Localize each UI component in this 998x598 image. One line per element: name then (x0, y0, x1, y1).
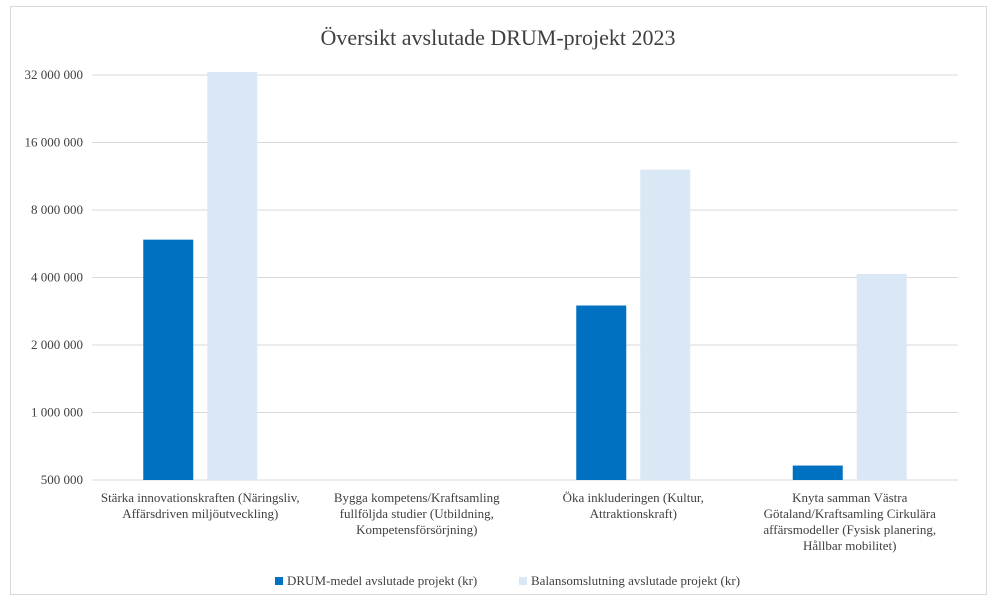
category-label: Öka inkluderingen (Kultur, (563, 490, 704, 505)
tick-layer: 500 000 1 000 000 2 000 000 4 000 000 8 000 … (25, 67, 84, 487)
category-label: affärsmodeller (Fysisk planering, (763, 522, 936, 537)
category-label: Knyta samman Västra (792, 490, 908, 505)
legend-swatch (519, 577, 527, 585)
category-label: Kompetensförsörjning) (356, 522, 477, 537)
y-tick-label: 32 000 000 (25, 67, 84, 82)
legend-swatch (275, 577, 283, 585)
bar-layer (143, 72, 907, 481)
bar (207, 72, 258, 481)
bar (792, 465, 843, 480)
chart-frame (10, 6, 987, 595)
chart-title: Översikt avslutade DRUM-projekt 2023 (321, 25, 676, 50)
y-tick-label: 4 000 000 (31, 270, 83, 285)
category-label: Bygga kompetens/Kraftsamling (334, 490, 500, 505)
category-label: Götaland/Kraftsamling Cirkulära (764, 506, 936, 521)
category-label: Affärsdriven miljöutveckling) (122, 506, 278, 521)
category-label: fullföljda studier (Utbildning, (340, 506, 494, 521)
legend: DRUM-medel avslutade projekt (kr) Balanso… (275, 573, 740, 588)
bar (856, 273, 907, 480)
category-label: Stärka innovationskraften (Näringsliv, (101, 490, 300, 505)
bar (576, 305, 627, 480)
legend-label: DRUM-medel avslutade projekt (kr) (287, 573, 477, 588)
y-tick-label: 2 000 000 (31, 337, 83, 352)
y-tick-label: 500 000 (41, 472, 83, 487)
category-label: Attraktionskraft) (590, 506, 677, 521)
bar (640, 169, 691, 480)
y-tick-label: 1 000 000 (31, 405, 83, 420)
legend-label: Balansomslutning avslutade projekt (kr) (531, 573, 740, 588)
category-label: Hållbar mobilitet) (803, 538, 897, 553)
y-tick-label: 16 000 000 (25, 135, 84, 150)
y-tick-label: 8 000 000 (31, 202, 83, 217)
bar (143, 239, 194, 480)
category-layer: Stärka innovationskraften (Näringsliv,Af… (101, 490, 936, 553)
